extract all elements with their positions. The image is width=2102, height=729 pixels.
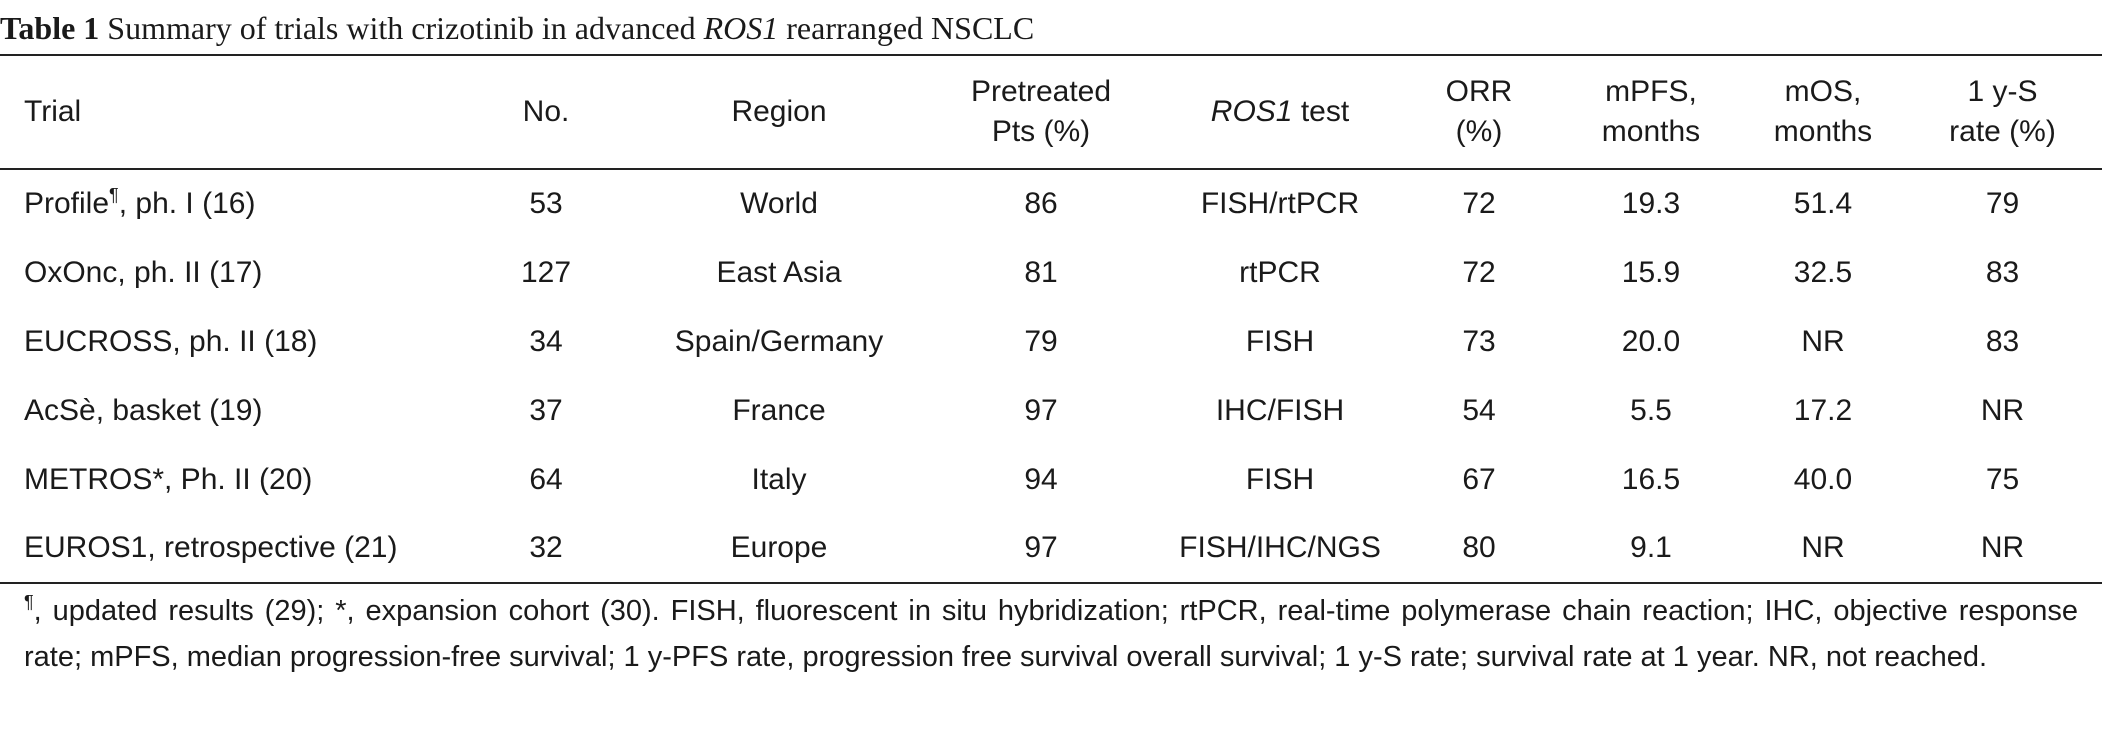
- cell-region: France: [732, 393, 826, 427]
- cell-mos: 40.0: [1793, 462, 1853, 496]
- cell-pretreated: 94: [1024, 462, 1058, 496]
- cell-mpfs: 5.5: [1630, 393, 1672, 427]
- cell-orr: 72: [1462, 187, 1496, 220]
- cell-mpfs: 20.0: [1621, 324, 1681, 358]
- cell-pretreated: 81: [1024, 255, 1058, 289]
- cell-trial: AcSè, basket (19): [24, 393, 263, 427]
- footnote-symbol: ¶: [24, 592, 34, 612]
- header-mpfs: mPFS, months: [1559, 54, 1743, 170]
- cell-orr: 72: [1462, 255, 1496, 289]
- caption-text-after: rearranged NSCLC: [778, 10, 1035, 46]
- cell-ros1-test: FISH/rtPCR: [1200, 187, 1360, 220]
- cell-region: Spain/Germany: [674, 324, 884, 358]
- cell-region: East Asia: [716, 255, 842, 289]
- caption-label: Table 1: [0, 10, 100, 46]
- cell-ys-rate: 79: [1985, 187, 2020, 220]
- header-ros1-test: ROS1 test: [1161, 54, 1399, 170]
- header-pretreated: Pretreated Pts (%): [921, 54, 1161, 170]
- cell-ys-rate: NR: [1903, 514, 2102, 584]
- cell-trial: EUROS1, retrospective (21): [0, 514, 455, 584]
- cell-region: Italy: [751, 462, 807, 496]
- cell-trial: METROS*, Ph. II (20): [24, 462, 313, 496]
- header-ys-rate: 1 y-S rate (%): [1903, 54, 2102, 170]
- table-row: EUCROSS, ph. II (18) 34 Spain/Germany 79…: [0, 307, 2102, 376]
- cell-ros1-test: IHC/FISH: [1215, 393, 1345, 427]
- cell-orr: 73: [1462, 324, 1496, 358]
- cell-mos: NR: [1801, 324, 1845, 358]
- header-region: Region: [637, 54, 921, 170]
- cell-orr: 67: [1462, 462, 1496, 496]
- footnote-text: , updated results (29); *, expansion coh…: [24, 595, 2078, 673]
- cell-mpfs: 19.3: [1621, 187, 1681, 220]
- header-row: Trial No. Region Pretreated Pts (%) ROS1 …: [0, 54, 2102, 170]
- cell-ys-rate: 75: [1985, 462, 2020, 496]
- header-mos: mOS, months: [1743, 54, 1903, 170]
- cell-mos: 17.2: [1793, 393, 1853, 427]
- cell-mos: 51.4: [1793, 187, 1853, 220]
- caption-gene-name: ROS1: [703, 10, 779, 46]
- cell-ros1-test: FISH: [1245, 324, 1315, 358]
- table-row: Profile¶, ph. I (16) 53 World 86 FISH/rt…: [0, 169, 2102, 238]
- cell-region: Europe: [637, 514, 921, 584]
- cell-ros1-test: FISH/IHC/NGS: [1161, 514, 1399, 584]
- cell-ros1-test: FISH: [1245, 462, 1315, 496]
- cell-mos: NR: [1743, 514, 1903, 584]
- cell-mpfs: 9.1: [1559, 514, 1743, 584]
- table-row: AcSè, basket (19) 37 France 97 IHC/FISH …: [0, 376, 2102, 445]
- table-footnote: ¶, updated results (29); *, expansion co…: [24, 588, 2078, 680]
- cell-ros1-test: rtPCR: [1239, 255, 1321, 289]
- cell-pretreated: 97: [921, 514, 1161, 584]
- cell-pretreated: 79: [1024, 324, 1058, 358]
- table-row: OxOnc, ph. II (17) 127 East Asia 81 rtPC…: [0, 238, 2102, 307]
- cell-no: 32: [455, 514, 637, 584]
- cell-no: 64: [529, 462, 563, 496]
- cell-mos: 32.5: [1793, 255, 1853, 289]
- cell-pretreated: 86: [1024, 187, 1058, 220]
- cell-ys-rate: 83: [1985, 255, 2020, 289]
- cell-trial: Profile¶, ph. I (16): [24, 185, 256, 220]
- cell-no: 34: [529, 324, 563, 358]
- cell-mpfs: 15.9: [1621, 255, 1681, 289]
- cell-trial: OxOnc, ph. II (17): [24, 255, 263, 289]
- table-caption: Table 1 Summary of trials with crizotini…: [0, 8, 1034, 48]
- cell-no: 53: [529, 187, 563, 220]
- caption-text-before: Summary of trials with crizotinib in adv…: [99, 10, 704, 46]
- cell-region: World: [740, 187, 818, 220]
- header-trial: Trial: [0, 54, 455, 170]
- header-orr: ORR (%): [1399, 54, 1559, 170]
- cell-orr: 54: [1462, 393, 1496, 427]
- table-row: EUROS1, retrospective (21) 32 Europe 97 …: [0, 514, 2102, 584]
- header-no: No.: [455, 54, 637, 170]
- cell-mpfs: 16.5: [1621, 462, 1681, 496]
- cell-no: 127: [520, 255, 572, 289]
- table-row: METROS*, Ph. II (20) 64 Italy 94 FISH 67…: [0, 445, 2102, 514]
- cell-pretreated: 97: [1024, 393, 1058, 427]
- cell-orr: 80: [1399, 514, 1559, 584]
- cell-trial: EUCROSS, ph. II (18): [24, 324, 318, 358]
- cell-no: 37: [529, 393, 563, 427]
- trials-table: Trial No. Region Pretreated Pts (%) ROS1 …: [0, 54, 2102, 584]
- cell-ys-rate: NR: [1980, 393, 2025, 427]
- cell-ys-rate: 83: [1985, 324, 2020, 358]
